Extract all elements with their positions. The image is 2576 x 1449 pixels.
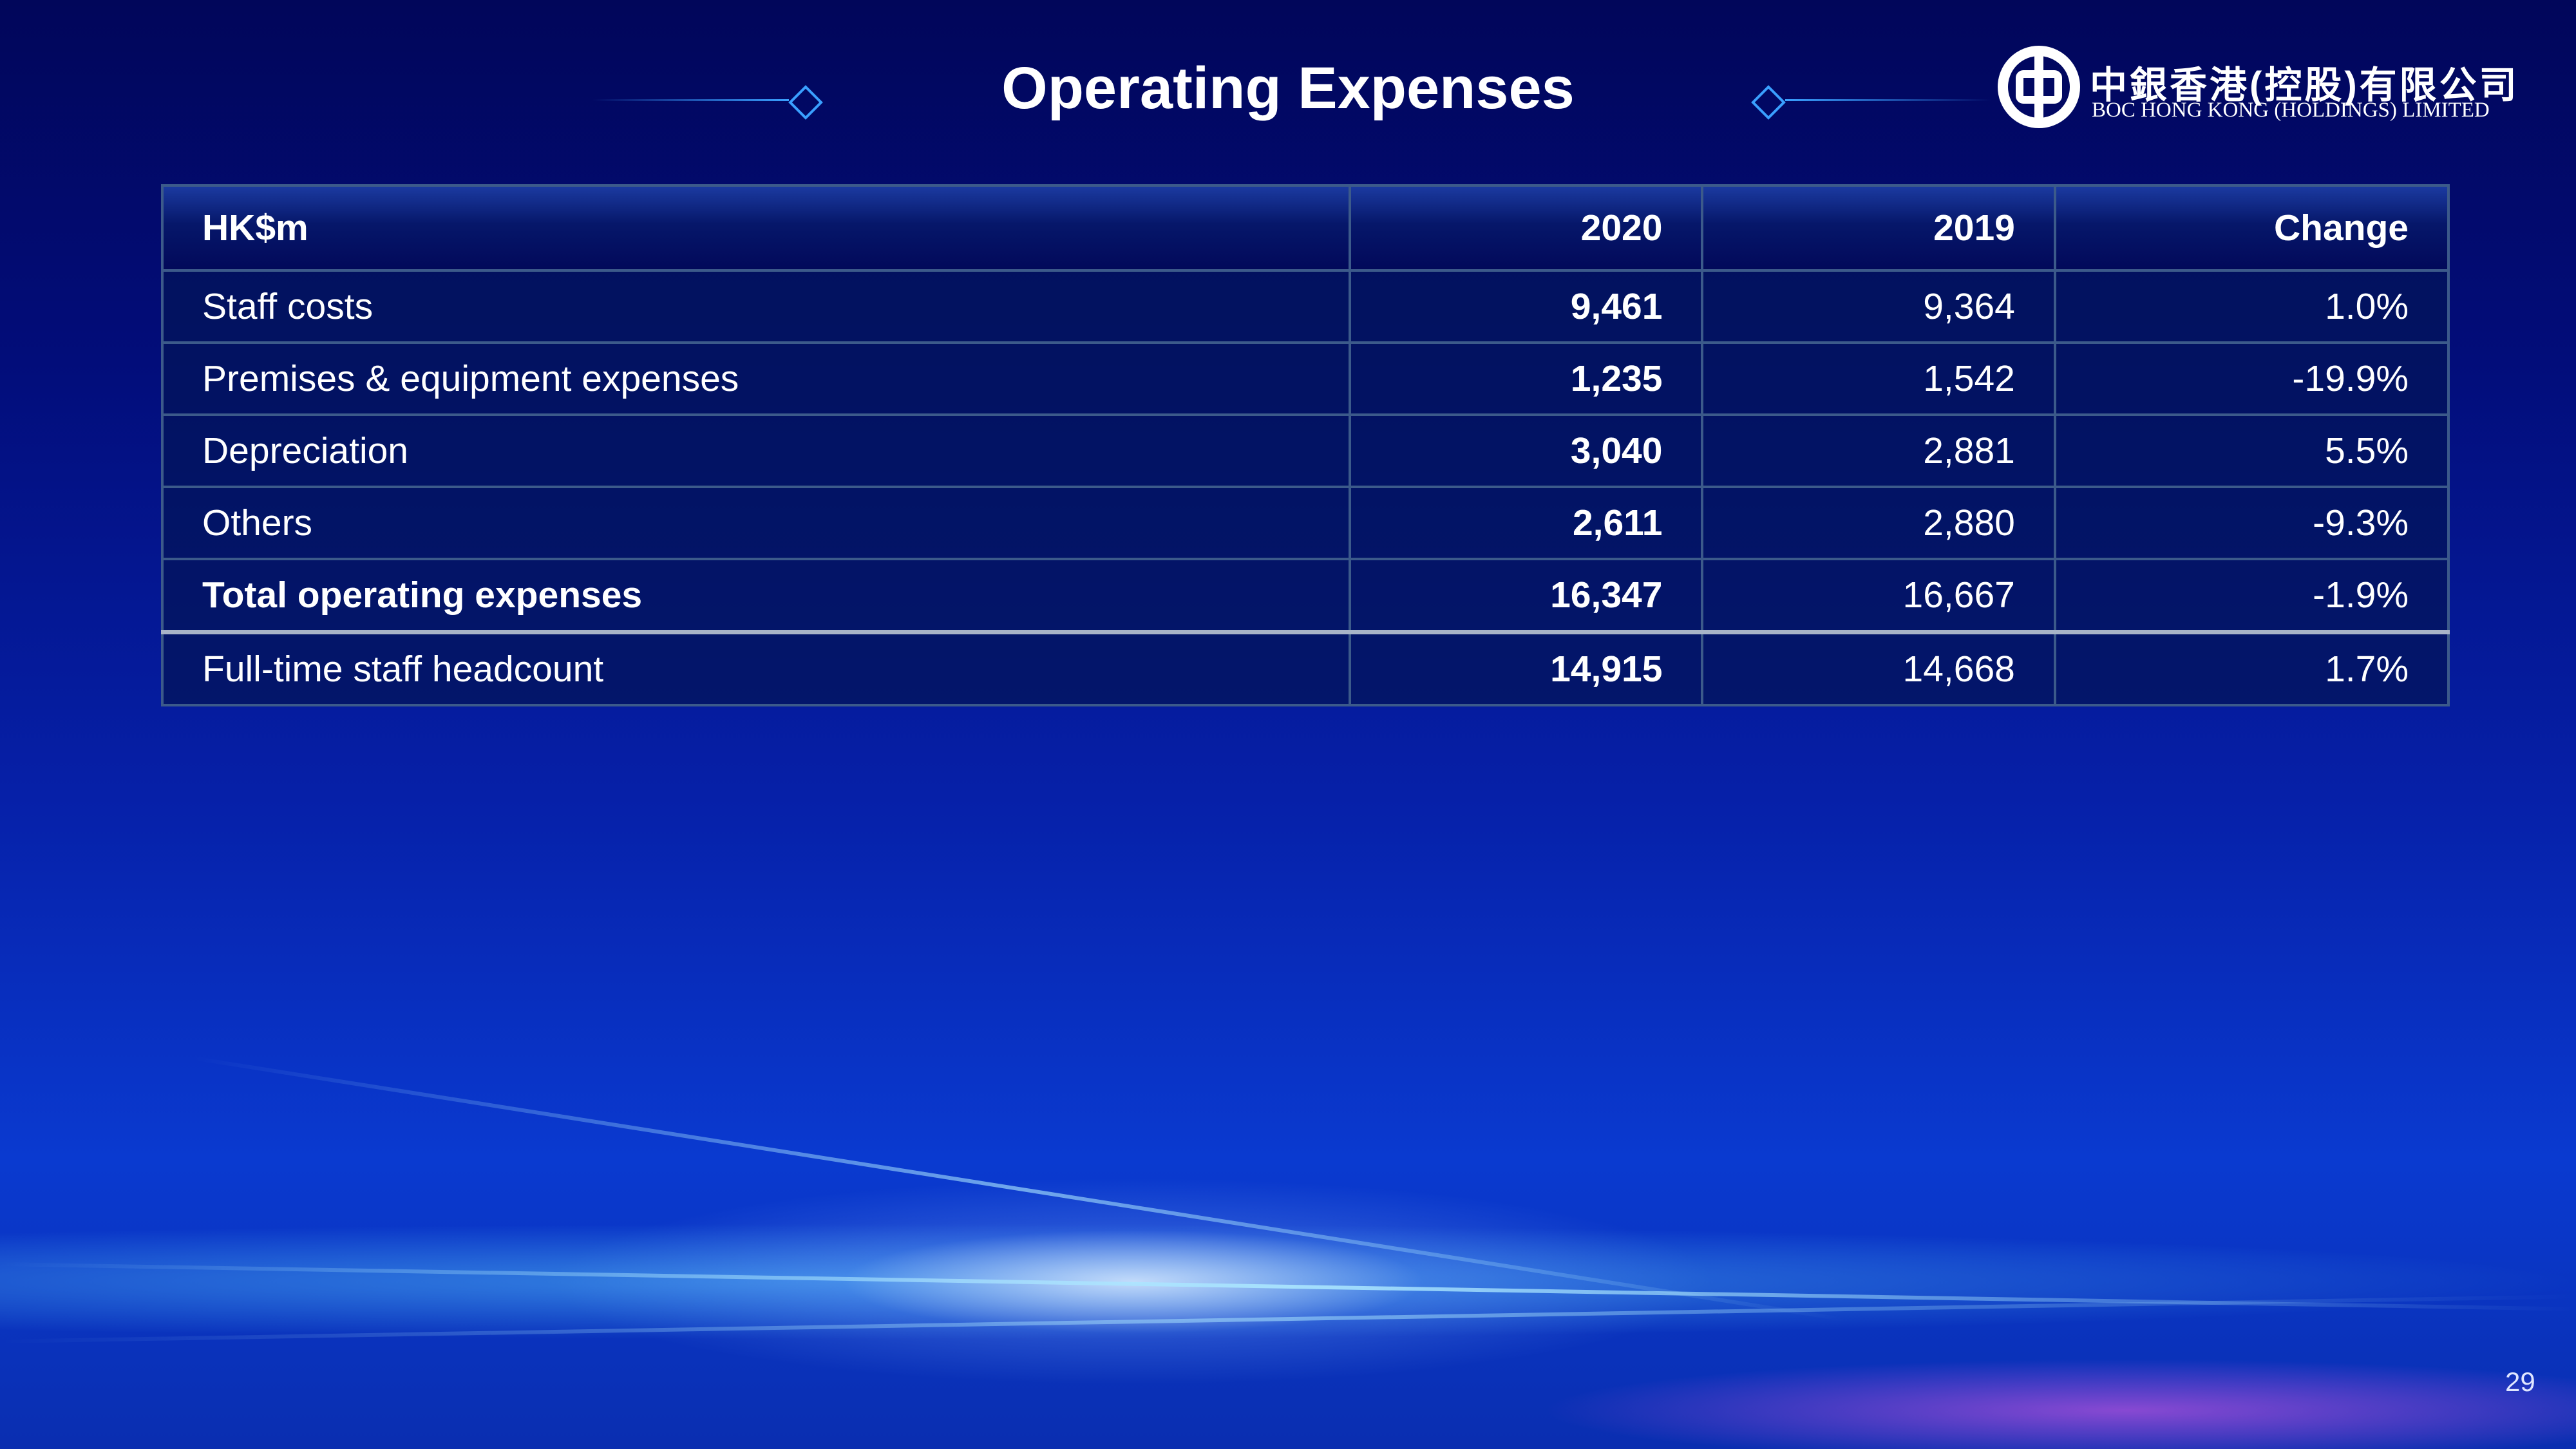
table-cell: 5.5%	[2053, 413, 2450, 488]
table-cell: 1.7%	[2053, 630, 2450, 706]
row-label: Staff costs	[161, 269, 1351, 344]
table-row: Total operating expenses 16,347 16,667 -1.9…	[161, 558, 2450, 634]
row-label: Full-time staff headcount	[161, 630, 1351, 706]
row-label: Premises & equipment expenses	[161, 341, 1351, 416]
table-row: Premises & equipment expenses 1,235 1,542-…	[161, 341, 2450, 416]
table-row: Full-time staff headcount 14,915 14,668 1.7…	[161, 630, 2450, 706]
table-row: Depreciation 3,040 2,881 5.5%	[161, 413, 2450, 488]
column-header: 2020	[1348, 184, 1704, 272]
logo-mark	[1998, 46, 2080, 128]
logo-english: BOC HONG KONG (HOLDINGS) LIMITED	[2092, 99, 2490, 122]
row-label: Others	[161, 486, 1351, 560]
table-cell: 9,364	[1701, 269, 2056, 344]
table-cell: 1,235	[1348, 341, 1704, 416]
table-cell: 1,542	[1701, 341, 2056, 416]
table-cell: 2,881	[1701, 413, 2056, 488]
table-cell: 16,667	[1701, 558, 2056, 634]
expenses-table: HK$m 2020 2019 Change Staff costs 9,461 9,364…	[161, 184, 2450, 706]
column-header: 2019	[1701, 184, 2056, 272]
table-cell: 16,347	[1348, 558, 1704, 634]
table-cell: 14,668	[1701, 630, 2056, 706]
table-cell: 9,461	[1348, 269, 1704, 344]
column-header: Change	[2053, 184, 2450, 272]
slide-title: Operating Expenses	[1001, 55, 1575, 121]
table-cell: -19.9%	[2053, 341, 2450, 416]
row-label: Total operating expenses	[161, 558, 1351, 634]
table-cell: -9.3%	[2053, 486, 2450, 560]
table-row: Others 2,611 2,880 -9.3%	[161, 486, 2450, 560]
header-row: HK$m 2020 2019 Change	[161, 184, 2450, 272]
table-cell: 2,611	[1348, 486, 1704, 560]
logo-chinese: 中銀香港(控股)有限公司	[2090, 64, 2519, 106]
table-cell: 1.0%	[2053, 269, 2450, 344]
column-header: HK$m	[161, 184, 1351, 272]
table-cell: 2,880	[1701, 486, 2056, 560]
row-label: Depreciation	[161, 413, 1351, 488]
page-number: 29	[2505, 1367, 2535, 1397]
decorative-line	[1785, 99, 1991, 101]
table-body: Staff costs 9,461 9,364 1.0% Premises & equi…	[161, 269, 2450, 706]
table-cell: -1.9%	[2053, 558, 2450, 634]
table-row: Staff costs 9,461 9,364 1.0%	[161, 269, 2450, 344]
table-cell: 14,915	[1348, 630, 1704, 706]
decorative-line	[592, 99, 789, 101]
light-streak	[0, 1294, 2576, 1343]
table-cell: 3,040	[1348, 413, 1704, 488]
